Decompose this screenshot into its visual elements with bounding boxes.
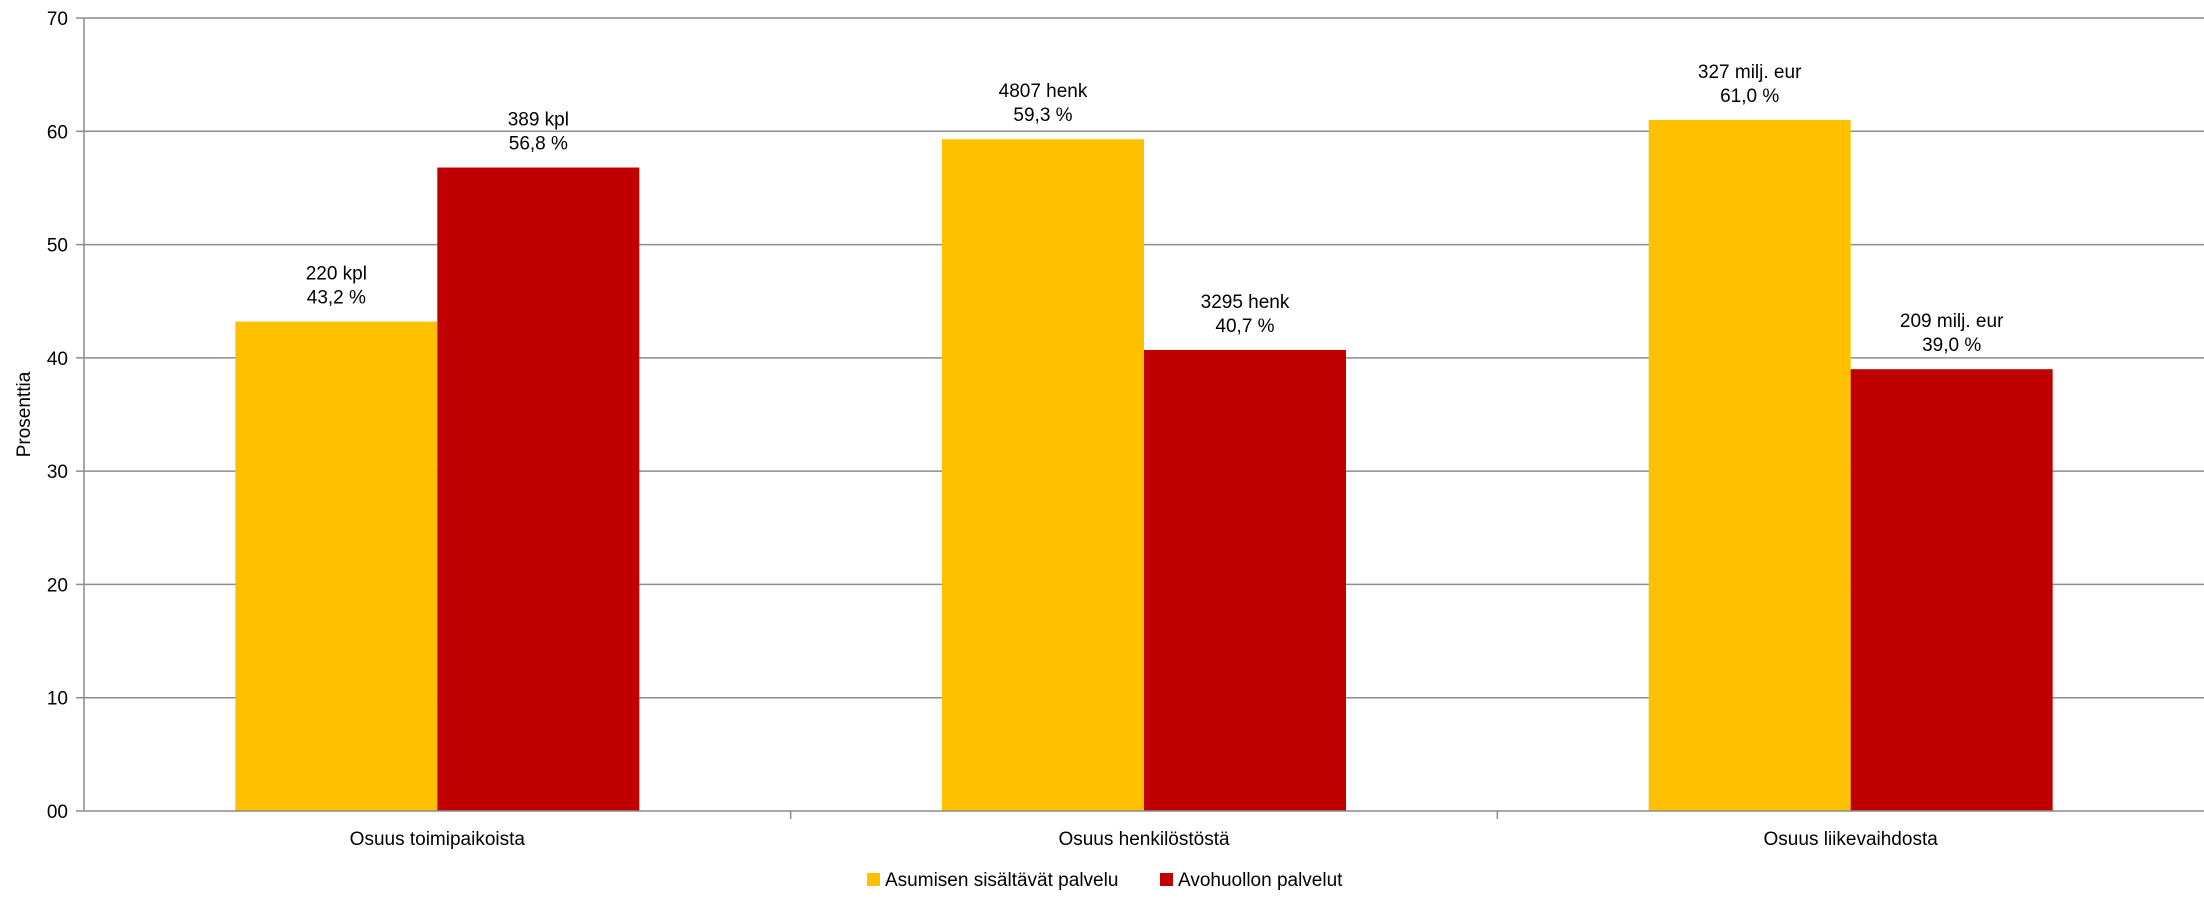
y-tick-label: 10 — [47, 689, 68, 710]
bar — [235, 321, 438, 811]
bar — [437, 167, 640, 812]
legend-swatch — [1160, 873, 1173, 886]
y-tick-label: 40 — [47, 349, 68, 370]
bar — [1648, 119, 1851, 811]
bar — [1850, 369, 2053, 811]
data-label-line: 61,0 % — [1720, 86, 1779, 107]
x-category-label: Osuus toimipaikoista — [350, 829, 526, 850]
bar — [942, 139, 1144, 812]
y-axis-title: Prosenttia — [14, 371, 35, 457]
legend-label: Avohuollon palvelut — [1178, 870, 1343, 891]
bars — [235, 119, 2053, 812]
data-label-line: 39,0 % — [1922, 335, 1981, 356]
y-tick-label: 30 — [47, 462, 68, 483]
data-label-line: 59,3 % — [1013, 105, 1072, 126]
data-label: 209 milj. eur 39,0 % — [1900, 311, 2004, 356]
y-tick-label: 20 — [47, 575, 68, 596]
data-label-line: 209 milj. eur — [1900, 311, 2004, 332]
data-label-line: 389 kpl — [508, 110, 569, 131]
legend-label: Asumisen sisältävät palvelu — [885, 870, 1118, 891]
data-label-line: 40,7 % — [1215, 316, 1274, 337]
y-tick-label: 60 — [47, 122, 68, 143]
x-category-label: Osuus liikevaihdosta — [1764, 829, 1939, 850]
y-tick-label: 70 — [47, 9, 68, 30]
y-tick-label: 50 — [47, 236, 68, 257]
data-label-line: 4807 henk — [999, 81, 1088, 102]
data-label-line: 56,8 % — [509, 134, 568, 155]
data-label: 389 kpl 56,8 % — [508, 110, 569, 155]
x-category-label: Osuus henkilöstöstä — [1058, 829, 1230, 850]
axes: 00 10 20 30 40 50 60 70 Prosenttia Osuus toimipai… — [14, 9, 2204, 850]
data-label: 220 kpl 43,2 % — [306, 264, 367, 309]
data-labels: 220 kpl 43,2 % 389 kpl 56,8 % 4807 henk 59,3 … — [306, 62, 2004, 356]
data-label: 4807 henk 59,3 % — [999, 81, 1088, 126]
data-label-line: 327 milj. eur — [1698, 62, 1802, 83]
legend: Asumisen sisältävät palvelu Avohuollon pa… — [867, 870, 1343, 891]
data-label-line: 43,2 % — [307, 288, 366, 309]
data-label-line: 220 kpl — [306, 264, 367, 285]
y-tick-label: 00 — [47, 802, 68, 823]
legend-swatch — [867, 873, 880, 886]
bar — [1144, 349, 1346, 811]
data-label-line: 3295 henk — [1201, 292, 1290, 313]
data-label: 3295 henk 40,7 % — [1201, 292, 1290, 337]
data-label: 327 milj. eur 61,0 % — [1698, 62, 1802, 107]
